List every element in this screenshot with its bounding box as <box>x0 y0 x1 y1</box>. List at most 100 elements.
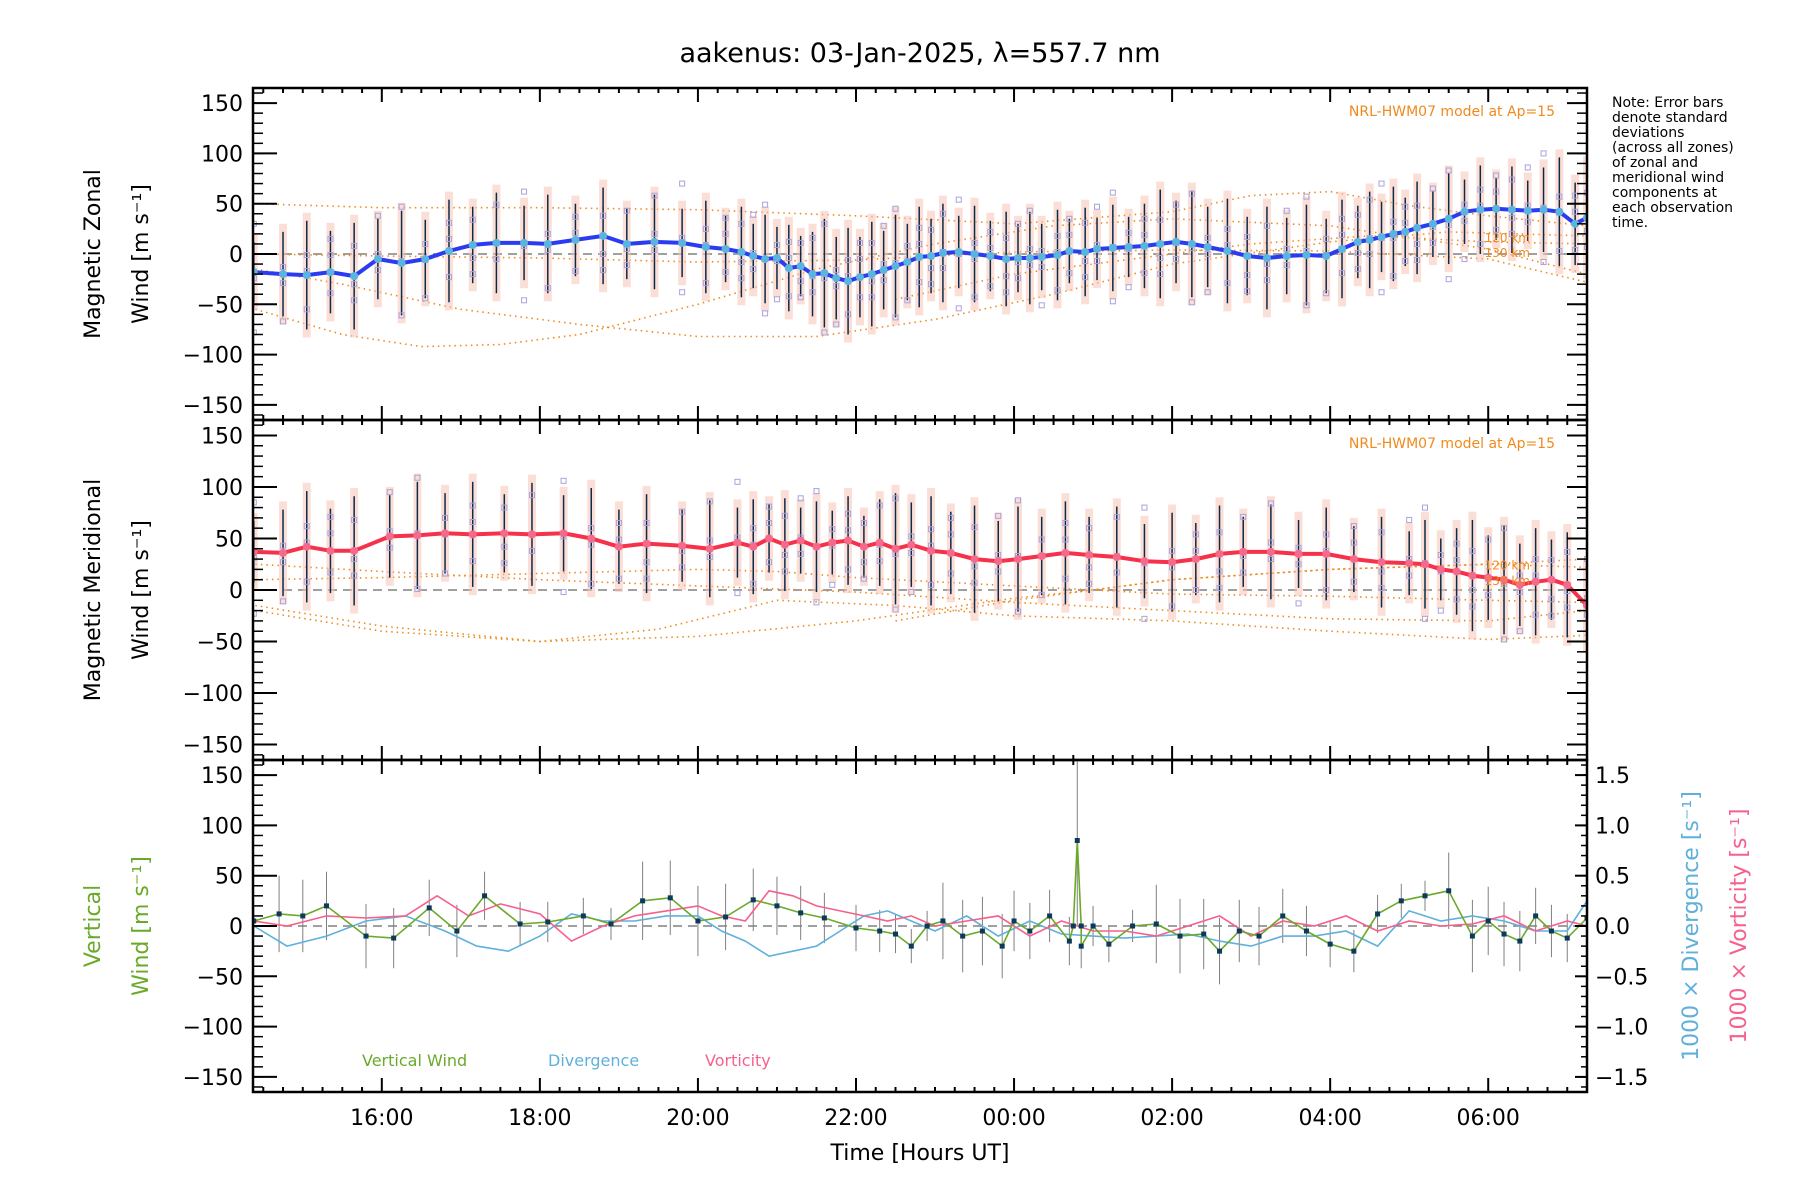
vertical-wind-point <box>667 895 673 901</box>
data-point <box>444 246 453 255</box>
panel-meridional: NRL-HWM07 model at Ap=15 120 km 130 km −150… <box>81 418 1589 762</box>
scatter-point <box>528 547 535 554</box>
note-line: time. <box>1612 215 1648 231</box>
scatter-point <box>1485 536 1492 543</box>
scatter-point <box>544 230 551 237</box>
vertical-wind-point <box>1106 941 1112 947</box>
scatter-point <box>1532 556 1539 563</box>
data-point <box>326 268 335 277</box>
scatter-point <box>1062 536 1069 543</box>
scatter-point <box>1421 504 1428 511</box>
y-axis-label-line1: Magnetic Zonal <box>81 169 106 339</box>
data-point <box>1349 555 1358 564</box>
scatter-point <box>829 526 836 533</box>
scatter-point <box>1548 596 1555 603</box>
scatter-point <box>588 525 595 532</box>
data-point <box>441 529 450 538</box>
scatter-point <box>1283 245 1290 252</box>
data-point <box>796 536 805 545</box>
vertical-wind-point <box>1153 921 1159 927</box>
vertical-wind-point <box>323 903 329 909</box>
vertical-wind-point <box>979 928 985 934</box>
vertical-wind-point <box>1398 898 1404 904</box>
scatter-point <box>781 568 788 575</box>
data-point <box>772 254 781 263</box>
data-point <box>986 252 995 261</box>
scatter-point <box>1094 203 1101 210</box>
scatter-point <box>928 526 935 533</box>
scatter-point <box>1378 584 1385 591</box>
x-axis-label: Time [Hours UT] <box>830 1141 1010 1166</box>
scatter-point <box>773 296 780 303</box>
y-tick-label: 150 <box>201 424 243 449</box>
scatter-point <box>1038 536 1045 543</box>
data-point <box>1436 565 1445 574</box>
data-point <box>1338 244 1347 253</box>
data-point <box>571 235 580 244</box>
vertical-wind-point <box>723 914 729 920</box>
data-point <box>1515 580 1524 589</box>
scatter-point <box>987 228 994 235</box>
scatter-point <box>1445 167 1452 174</box>
scatter-point <box>1082 274 1089 281</box>
scatter-point <box>1192 547 1199 554</box>
scatter-point <box>442 570 449 577</box>
scatter-point <box>1429 239 1436 246</box>
scatter-point <box>916 279 923 286</box>
data-point <box>1353 237 1362 246</box>
scatter-point <box>1038 302 1045 309</box>
scatter-point <box>1493 226 1500 233</box>
scatter-point <box>303 523 310 530</box>
note-line: of zonal and <box>1612 155 1698 171</box>
data-point <box>1140 557 1149 566</box>
scatter-point <box>327 513 334 520</box>
scatter-point <box>1003 234 1010 241</box>
scatter-point <box>327 235 334 242</box>
scatter-point <box>1141 270 1148 277</box>
scatter-point <box>600 251 607 257</box>
scatter-point <box>280 559 287 566</box>
scatter-point <box>829 581 836 588</box>
vertical-wind-point <box>1130 923 1136 929</box>
scatter-point <box>1283 262 1290 269</box>
data-point <box>1065 246 1074 255</box>
scatter-point <box>493 201 500 208</box>
data-point <box>1507 205 1516 214</box>
scatter-point <box>1501 525 1508 532</box>
data-point <box>1013 555 1022 564</box>
legend-vertical-wind: Vertical Wind <box>362 1051 467 1070</box>
scatter-point <box>1556 193 1563 200</box>
data-point <box>796 262 805 271</box>
scatter-point <box>1453 540 1460 547</box>
scatter-point <box>1204 289 1211 296</box>
scatter-point <box>904 297 911 304</box>
vertical-wind-point <box>924 923 930 929</box>
scatter-point <box>1295 600 1302 607</box>
scatter-point <box>1216 568 1223 575</box>
vertical-wind-point <box>1327 941 1333 947</box>
scatter-point <box>1508 214 1515 221</box>
model-curve-model-2 <box>255 599 1587 643</box>
model-curve-model-1 <box>255 568 1587 604</box>
data-point <box>1571 219 1580 228</box>
y-tick-label: −150 <box>183 734 243 759</box>
scatter-point <box>821 329 828 336</box>
scatter-point <box>1323 290 1330 297</box>
vertical-wind-point <box>640 898 646 904</box>
data-point <box>1223 246 1232 255</box>
scatter-point <box>833 283 840 290</box>
data-point <box>828 538 837 547</box>
vertical-wind-point <box>1236 928 1242 934</box>
scatter-point <box>722 214 729 221</box>
vertical-wind-point <box>1047 913 1053 919</box>
scatter-point <box>987 244 994 251</box>
scatter-point <box>1378 289 1385 296</box>
data-point <box>413 531 422 540</box>
scatter-point <box>706 498 713 505</box>
scatter-point <box>892 495 899 502</box>
scatter-point <box>1141 615 1148 622</box>
data-point <box>543 239 552 248</box>
scatter-point <box>1267 539 1274 546</box>
scatter-point <box>1429 185 1436 192</box>
scatter-point <box>1564 604 1571 611</box>
